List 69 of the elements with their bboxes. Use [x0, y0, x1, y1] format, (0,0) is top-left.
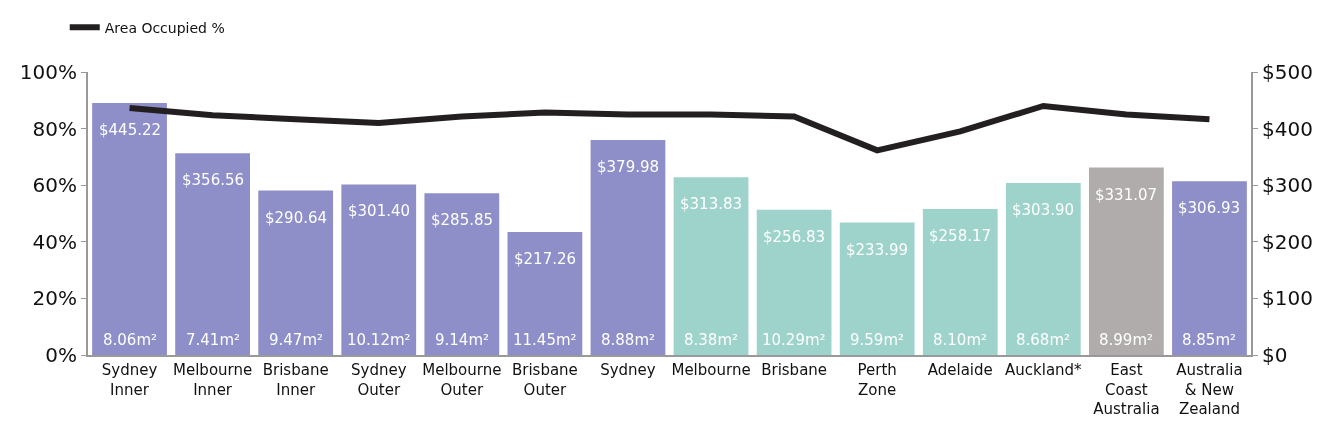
data-label: $217.26 [514, 250, 577, 268]
x-tick-label: Melbourne Outer [422, 361, 502, 399]
y-tick-label: 0% [45, 343, 77, 367]
data-label: $379.98 [597, 158, 660, 176]
x-tick-label: Brisbane Inner [262, 361, 329, 399]
data-label: $445.22 [99, 121, 162, 139]
bar [590, 139, 666, 355]
bar [175, 153, 250, 355]
annotation: 9.14m² [435, 331, 490, 349]
y2-tick-label: $0 [1262, 343, 1288, 367]
y-tick-label: 20% [32, 286, 77, 311]
annotation: 8.10m² [933, 331, 988, 349]
annotation: 8.06m² [103, 331, 158, 349]
annotation: 10.12m² [347, 331, 411, 349]
bar [922, 208, 998, 355]
data-label: $313.83 [680, 195, 743, 213]
x-tick-label: Sydney [600, 361, 656, 379]
bar [1172, 181, 1247, 355]
data-label: $290.64 [265, 209, 328, 227]
y2-tick-label: $200 [1262, 229, 1313, 254]
y-tick-label: 80% [32, 116, 77, 141]
bar [1089, 167, 1164, 355]
annotation: 8.99m² [1099, 331, 1154, 349]
x-tick-label: Sydney Outer [350, 361, 407, 399]
annotation: 7.41m² [186, 331, 241, 349]
bar [258, 190, 334, 355]
y-tick-label: 40% [32, 229, 77, 254]
x-tick-label: Melbourne Inner [173, 361, 253, 399]
x-tick-label: Australia & New Zealand [1176, 361, 1243, 418]
data-label: $256.83 [763, 228, 826, 246]
legend-label: Area Occupied % [104, 19, 225, 36]
y-tick-label: 60% [32, 173, 77, 198]
bar [673, 177, 749, 355]
bar [756, 209, 832, 355]
data-label: $233.99 [846, 241, 909, 259]
bar [1005, 182, 1081, 355]
annotation: 8.85m² [1182, 331, 1237, 349]
annotation: 8.88m² [601, 331, 656, 349]
x-tick-label: Brisbane Outer [511, 361, 578, 399]
annotation: 8.68m² [1016, 331, 1071, 349]
annotation: 9.59m² [850, 331, 905, 349]
x-tick-label: East Coast Australia [1093, 361, 1160, 418]
x-tick-label: Brisbane [761, 361, 828, 379]
data-label: $306.93 [1178, 199, 1241, 217]
x-tick-label: Perth Zone [857, 361, 897, 399]
y-tick-label: 100% [19, 60, 77, 84]
y2-tick-label: $400 [1262, 116, 1313, 141]
x-tick-label: Adelaide [927, 361, 993, 379]
data-label: $258.17 [929, 227, 992, 245]
annotation: 9.47m² [269, 331, 324, 349]
annotation: 8.38m² [684, 331, 739, 349]
data-label: $301.40 [348, 202, 411, 220]
y2-tick-label: $500 [1262, 60, 1313, 84]
annotation: 10.29m² [762, 331, 826, 349]
bar [424, 193, 500, 355]
bar [507, 232, 583, 355]
annotation: 11.45m² [513, 331, 577, 349]
x-tick-label: Melbourne [671, 361, 751, 379]
x-tick-label: Sydney Inner [101, 361, 158, 399]
data-label: $285.85 [431, 211, 494, 229]
bar [341, 184, 417, 355]
x-tick-label: Auckland* [1005, 361, 1083, 379]
bar [92, 103, 167, 355]
y2-tick-label: $300 [1262, 173, 1313, 198]
data-label: $331.07 [1095, 186, 1158, 204]
data-label: $356.56 [182, 171, 245, 189]
data-label: $303.90 [1012, 201, 1075, 219]
y2-tick-label: $100 [1262, 286, 1313, 311]
bar [839, 222, 915, 355]
